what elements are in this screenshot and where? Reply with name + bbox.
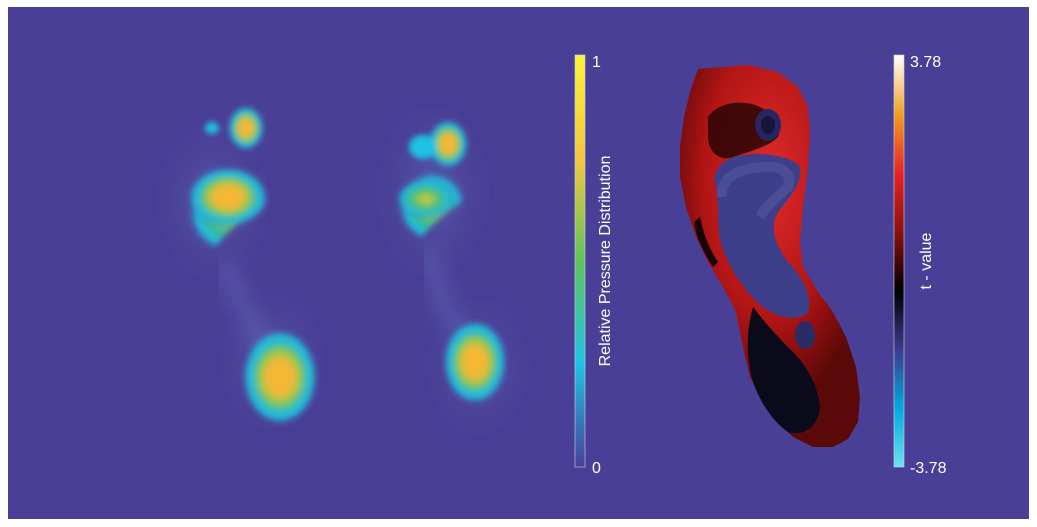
t-colorbar-bar: [894, 55, 904, 467]
pressure-colorbar: 1 0 Relative Pressure Distribution: [574, 54, 614, 477]
figure-canvas: 1 0 Relative Pressure Distribution 3.78 …: [158, 54, 947, 477]
pressure-colorbar-max-label: 1: [592, 54, 601, 71]
pressure-colorbar-axis-label: Relative Pressure Distribution: [597, 156, 614, 367]
foot-map-2: [378, 102, 528, 437]
pressure-colorbar-bar: [575, 55, 585, 467]
t-colorbar: 3.78 -3.78 t - value: [893, 54, 947, 477]
pressure-colorbar-min-label: 0: [592, 460, 601, 477]
foot-map-1: [158, 106, 323, 432]
t-colorbar-max-label: 3.78: [910, 54, 941, 71]
t-colorbar-axis-label: t - value: [918, 232, 935, 289]
foot-map-3: [680, 65, 860, 447]
t-colorbar-min-label: -3.78: [910, 460, 947, 477]
pressure-figure: 1 0 Relative Pressure Distribution 3.78 …: [8, 7, 1029, 519]
